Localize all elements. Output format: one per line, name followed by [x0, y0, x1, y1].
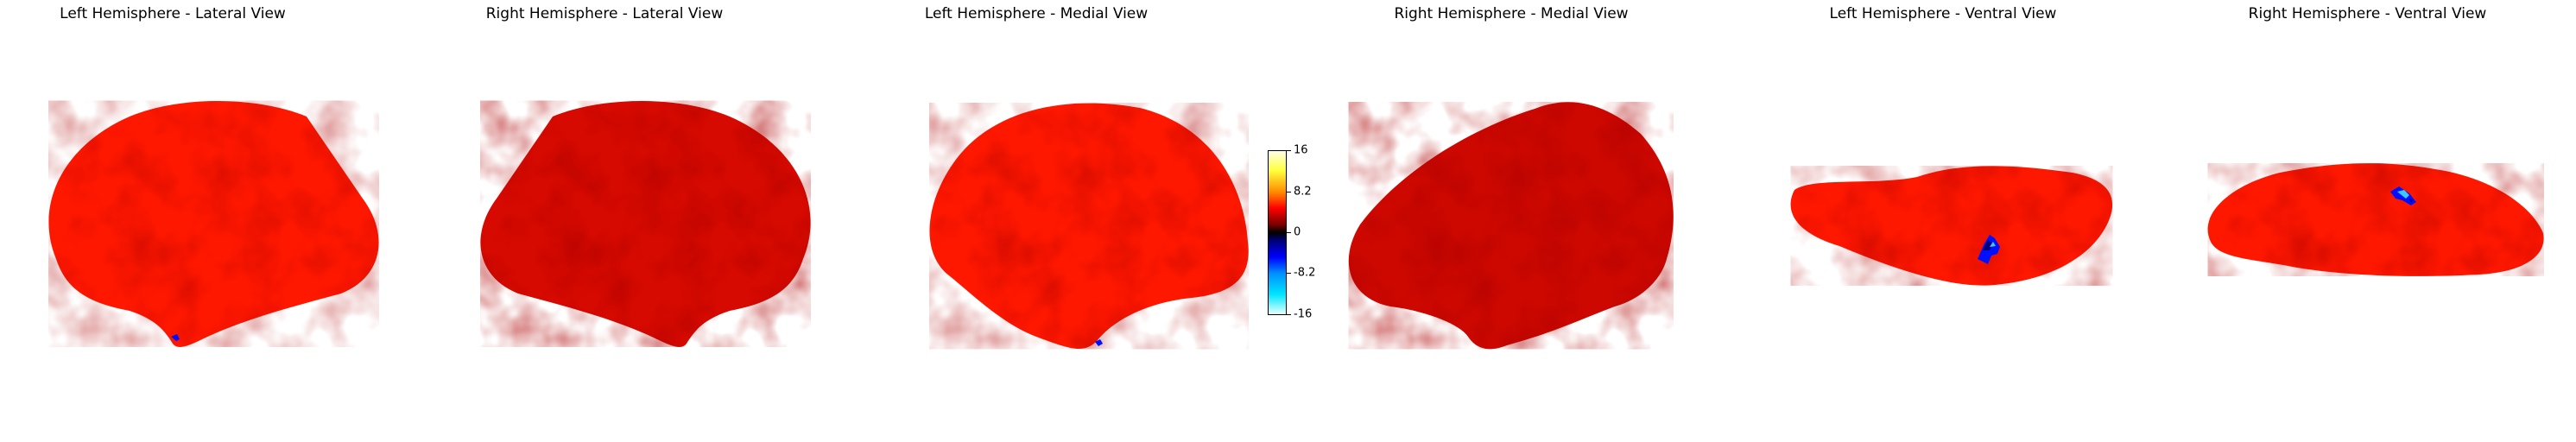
- negative-cluster: [1978, 235, 2000, 264]
- negative-cluster: [2390, 186, 2416, 205]
- panel-title: Right Hemisphere - Medial View: [1394, 5, 1629, 22]
- colorbar-tick: [1286, 232, 1291, 233]
- colorbar-tick: [1286, 273, 1291, 274]
- panel-title: Left Hemisphere - Lateral View: [60, 5, 286, 22]
- colorbar-tick-label: 0: [1294, 225, 1301, 239]
- colorbar-tick-label: 16: [1294, 143, 1308, 157]
- colorbar-tick: [1286, 150, 1291, 151]
- colorbar: 16 8.2 0 -8.2 -16: [1268, 144, 1315, 321]
- colorbar-tick: [1286, 192, 1291, 193]
- colorbar-tick: [1286, 314, 1291, 315]
- left-medial-brain: [929, 103, 1249, 350]
- panel-left-lateral: Left Hemisphere - Lateral View: [0, 0, 379, 442]
- panel-title: Right Hemisphere - Ventral View: [2248, 5, 2487, 22]
- colorbar-tick-label: -16: [1294, 307, 1313, 321]
- colorbar-gradient: [1268, 150, 1287, 315]
- panel-right-ventral: Right Hemisphere - Ventral View: [2159, 0, 2576, 442]
- right-medial-brain: [1348, 102, 1674, 350]
- panel-left-ventral: Left Hemisphere - Ventral View: [1727, 0, 2159, 442]
- right-lateral-brain: [480, 100, 811, 347]
- colorbar-tick-label: 8.2: [1294, 185, 1312, 199]
- left-lateral-brain: [48, 100, 379, 347]
- right-ventral-brain: [2207, 163, 2544, 276]
- colorbar-tick-label: -8.2: [1294, 266, 1316, 280]
- panel-left-medial: Left Hemisphere - Medial View: [864, 0, 1249, 442]
- panel-title: Right Hemisphere - Lateral View: [485, 5, 724, 22]
- panel-title: Left Hemisphere - Ventral View: [1829, 5, 2057, 22]
- panel-title: Left Hemisphere - Medial View: [924, 5, 1149, 22]
- panel-right-lateral: Right Hemisphere - Lateral View: [432, 0, 811, 442]
- left-ventral-brain: [1790, 166, 2113, 286]
- panel-right-medial: Right Hemisphere - Medial View: [1295, 0, 1727, 442]
